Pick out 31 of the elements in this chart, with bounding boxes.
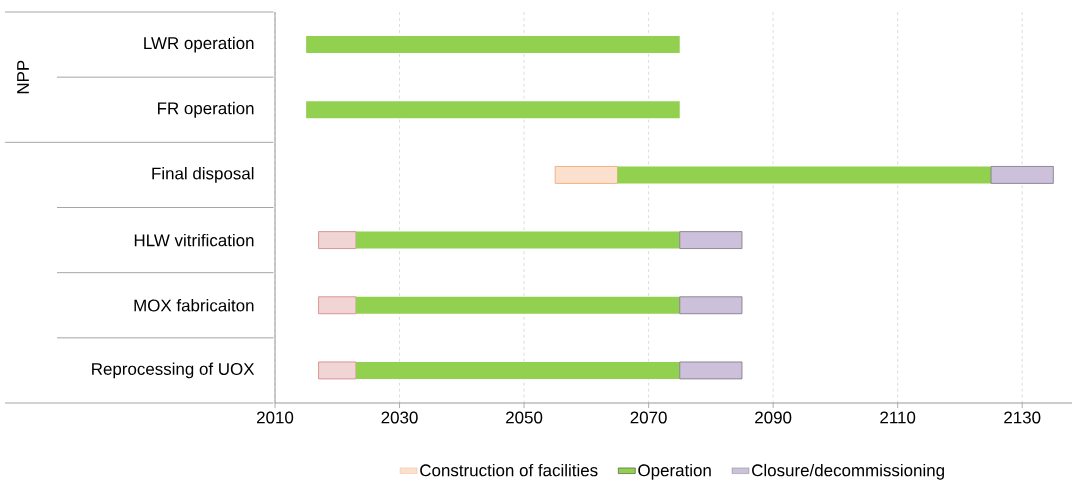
legend-label: Closure/decommissioning [752, 463, 944, 480]
legend-label: Construction of facilities [420, 463, 598, 477]
text: NPP [17, 60, 29, 94]
bar [679, 231, 743, 249]
bar [679, 361, 743, 380]
y-tick-label: HLW vitrification [134, 233, 254, 247]
x-tick-label: 2130 [1004, 411, 1041, 424]
bar [679, 296, 743, 315]
bar [355, 361, 680, 379]
legend-label: Operation [638, 463, 711, 480]
x-tick-label: 2050 [506, 411, 543, 424]
bar [318, 231, 357, 250]
bar [355, 231, 680, 249]
bar [318, 361, 357, 380]
bar [318, 296, 357, 315]
bar [554, 165, 618, 184]
y-tick-label: LWR operation [144, 36, 254, 53]
x-tick-label: 2030 [381, 411, 418, 424]
bar [306, 36, 680, 54]
bar [617, 166, 992, 184]
x-tick-label: 2090 [755, 411, 792, 424]
x-tick-label: 2110 [880, 411, 916, 424]
bar [990, 166, 1054, 184]
y-tick-label: FR operation [158, 101, 254, 118]
y-tick-label: MOX fabricaiton [134, 299, 254, 312]
x-tick-label: 2070 [630, 411, 667, 424]
y-tick-label: Reprocessing of UOX [92, 362, 255, 379]
bar [355, 296, 680, 314]
y-tick-label: Final disposal [152, 167, 254, 183]
bar [306, 101, 680, 119]
x-tick-label: 2010 [257, 411, 294, 424]
